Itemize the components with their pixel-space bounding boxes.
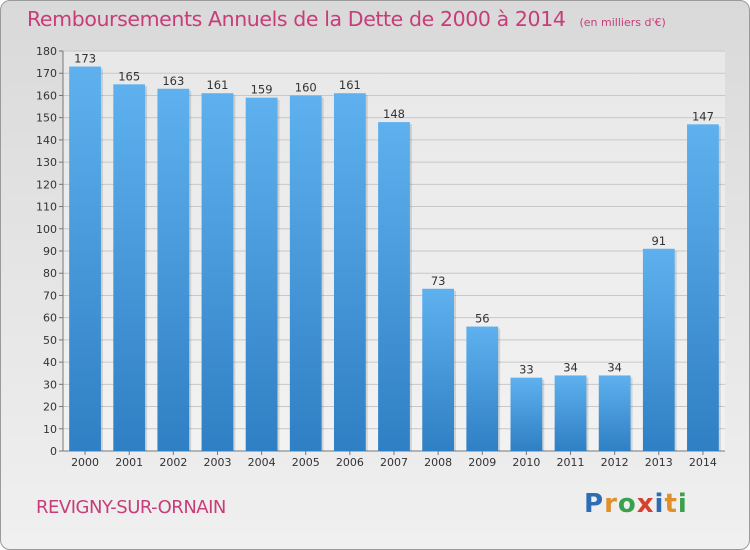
y-tick-label: 60 bbox=[43, 312, 57, 325]
x-tick-label: 2009 bbox=[468, 456, 496, 469]
commune-name: REVIGNY-SUR-ORNAIN bbox=[36, 497, 226, 518]
x-tick-label: 2012 bbox=[601, 456, 629, 469]
y-tick-label: 100 bbox=[36, 223, 57, 236]
chart-unit: (en milliers d'€) bbox=[579, 16, 666, 29]
x-tick-label: 2010 bbox=[512, 456, 540, 469]
bar-2010 bbox=[510, 377, 543, 451]
bar-value-label: 148 bbox=[383, 107, 405, 121]
chart-title-text: Remboursements Annuels de la Dette de 20… bbox=[27, 7, 566, 31]
logo-letter: t bbox=[664, 489, 678, 519]
x-tick-label: 2014 bbox=[689, 456, 717, 469]
y-tick-label: 170 bbox=[36, 67, 57, 80]
bar-2012 bbox=[598, 375, 631, 451]
y-tick-label: 40 bbox=[43, 356, 57, 369]
y-tick-label: 180 bbox=[36, 45, 57, 58]
logo-letter: i bbox=[677, 489, 688, 519]
y-tick-label: 70 bbox=[43, 289, 57, 302]
y-tick-label: 80 bbox=[43, 267, 57, 280]
y-tick-label: 10 bbox=[43, 423, 57, 436]
y-tick-label: 90 bbox=[43, 245, 57, 258]
x-tick-label: 2000 bbox=[71, 456, 99, 469]
x-tick-label: 2005 bbox=[292, 456, 320, 469]
x-tick-label: 2003 bbox=[203, 456, 231, 469]
x-tick-label: 2006 bbox=[336, 456, 364, 469]
x-tick-label: 2007 bbox=[380, 456, 408, 469]
bar-value-label: 147 bbox=[692, 109, 714, 123]
y-tick-label: 130 bbox=[36, 156, 57, 169]
bar-value-label: 73 bbox=[431, 274, 446, 288]
bar-2004 bbox=[245, 97, 278, 452]
bar-value-label: 34 bbox=[607, 360, 622, 374]
bar-value-label: 161 bbox=[339, 78, 361, 92]
bar-2011 bbox=[554, 375, 587, 451]
bar-2014 bbox=[687, 124, 719, 451]
bar-value-label: 33 bbox=[519, 363, 534, 377]
bar-2008 bbox=[422, 288, 455, 451]
bar-2013 bbox=[642, 248, 675, 451]
bar-2007 bbox=[378, 122, 410, 451]
y-tick-label: 50 bbox=[43, 334, 57, 347]
x-tick-label: 2011 bbox=[557, 456, 585, 469]
x-tick-label: 2008 bbox=[424, 456, 452, 469]
y-tick-label: 0 bbox=[50, 445, 57, 458]
bar-value-label: 56 bbox=[475, 312, 490, 326]
bar-2009 bbox=[466, 326, 499, 451]
x-tick-label: 2013 bbox=[645, 456, 673, 469]
bar-value-label: 159 bbox=[251, 83, 273, 97]
chart-title: Remboursements Annuels de la Dette de 20… bbox=[27, 7, 666, 31]
logo-letter: x bbox=[636, 489, 655, 519]
bar-value-label: 34 bbox=[563, 360, 578, 374]
y-tick-label: 160 bbox=[36, 89, 57, 102]
bar-value-label: 163 bbox=[162, 74, 184, 88]
bar-value-label: 91 bbox=[651, 234, 666, 248]
y-tick-label: 110 bbox=[36, 201, 57, 214]
bar-value-label: 165 bbox=[118, 69, 140, 83]
x-tick-label: 2002 bbox=[159, 456, 187, 469]
bar-value-label: 173 bbox=[74, 52, 96, 66]
bar-2002 bbox=[157, 88, 190, 452]
logo-letter: P bbox=[584, 489, 605, 519]
y-tick-label: 120 bbox=[36, 178, 57, 191]
bar-value-label: 160 bbox=[295, 80, 317, 94]
y-tick-label: 20 bbox=[43, 401, 57, 414]
x-tick-label: 2001 bbox=[115, 456, 143, 469]
proxiti-logo[interactable]: Proxiti bbox=[584, 489, 688, 519]
bar-2001 bbox=[113, 84, 146, 451]
y-tick-label: 30 bbox=[43, 378, 57, 391]
bar-2006 bbox=[333, 93, 366, 451]
bar-2005 bbox=[289, 95, 322, 451]
bar-2003 bbox=[201, 93, 234, 451]
y-tick-label: 150 bbox=[36, 112, 57, 125]
logo-letter: i bbox=[654, 489, 665, 519]
bar-2000 bbox=[69, 66, 101, 452]
x-tick-label: 2004 bbox=[248, 456, 276, 469]
logo-letter: o bbox=[617, 489, 637, 519]
y-tick-label: 140 bbox=[36, 134, 57, 147]
logo-letter: r bbox=[604, 489, 618, 519]
bar-value-label: 161 bbox=[206, 78, 228, 92]
